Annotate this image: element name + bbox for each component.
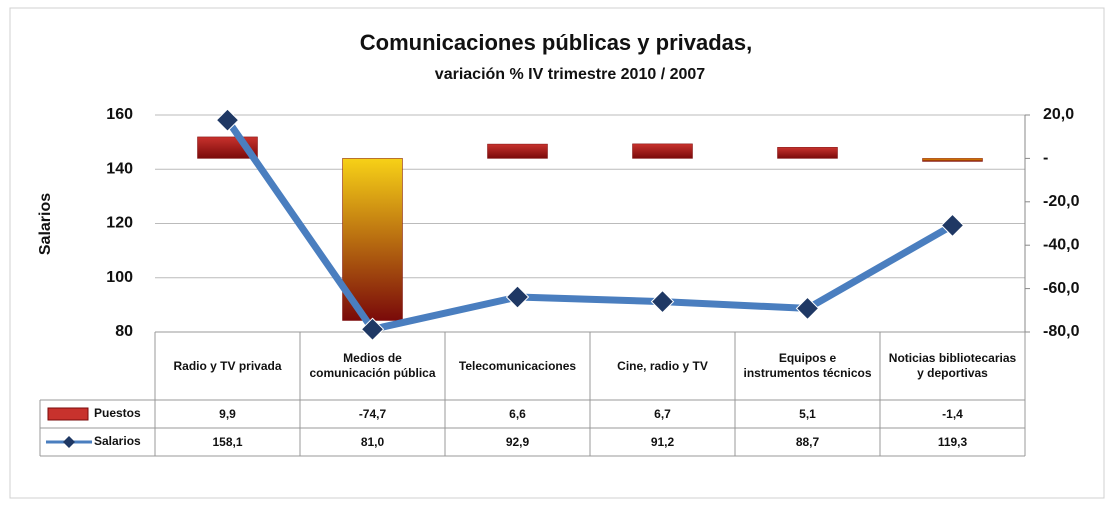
value-label: 92,9	[505, 434, 530, 449]
y2-tick-label: -40,0	[1043, 236, 1080, 253]
y2-tick-label: -60,0	[1043, 280, 1080, 297]
category-label: Noticias bibliotecarias y deportivas	[888, 351, 1017, 380]
bar	[922, 158, 983, 162]
y2-tick-label: -80,0	[1043, 323, 1080, 340]
y-tick-label: 160	[106, 106, 133, 123]
category-label: Radio y TV privada	[173, 358, 282, 373]
legend-label: Puestos	[94, 406, 141, 420]
bar	[342, 158, 403, 321]
value-label: 119,3	[937, 434, 968, 449]
value-label: 91,2	[650, 434, 675, 449]
value-label: 88,7	[795, 434, 820, 449]
y2-tick-label: -	[1043, 150, 1048, 167]
legend-key	[47, 407, 89, 421]
chart-title: Comunicaciones públicas y privadas,	[360, 30, 752, 55]
value-label: 9,9	[219, 406, 236, 421]
y-axis-label: Salarios	[37, 193, 54, 255]
y2-tick-label: -20,0	[1043, 193, 1080, 210]
category-label: Medios de comunicación pública	[309, 351, 436, 380]
bar	[632, 143, 693, 159]
value-label: 6,7	[654, 406, 671, 421]
value-label: 5,1	[799, 406, 816, 421]
y-tick-label: 100	[106, 269, 133, 286]
marker	[505, 285, 530, 309]
marker	[795, 296, 820, 321]
chart-subtitle: variación % IV trimestre 2010 / 2007	[435, 66, 705, 83]
y2-tick-label: 20,0	[1043, 106, 1074, 123]
category-label: Equipos e instrumentos técnicos	[743, 351, 872, 380]
value-label: -74,7	[358, 406, 387, 421]
chart-frame	[9, 7, 1105, 499]
legend-key	[63, 436, 75, 448]
y-tick-label: 120	[106, 215, 133, 232]
marker	[215, 108, 240, 132]
marker	[360, 317, 385, 341]
marker	[940, 213, 965, 238]
line	[224, 118, 955, 333]
legend-label: Salarios	[94, 434, 141, 448]
bar	[777, 147, 838, 159]
bar	[487, 143, 548, 159]
value-label: 81,0	[360, 434, 385, 449]
category-label: Telecomunicaciones	[458, 358, 577, 373]
category-label: Cine, radio y TV	[617, 358, 708, 373]
value-label: 158,1	[212, 434, 243, 449]
y-tick-label: 80	[115, 323, 133, 340]
y-tick-label: 140	[106, 160, 133, 177]
value-label: -1,4	[942, 406, 963, 421]
marker	[650, 289, 675, 314]
value-label: 6,6	[509, 406, 526, 421]
